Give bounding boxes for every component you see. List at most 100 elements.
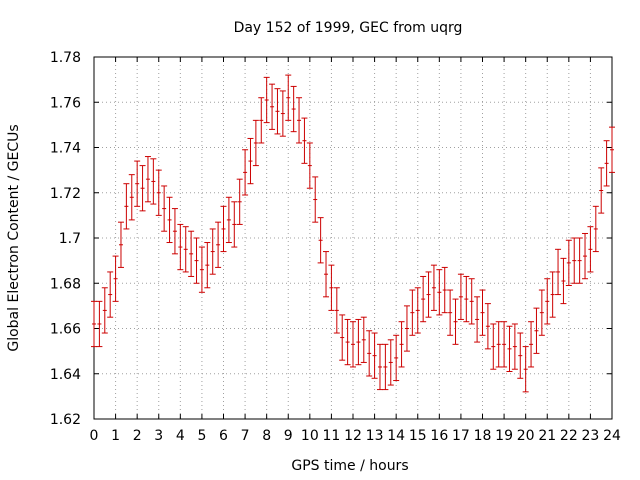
data-point-10 xyxy=(144,156,151,203)
data-point-40 xyxy=(306,142,313,189)
y-tick-label: 1.74 xyxy=(50,141,81,157)
x-tick-label: 0 xyxy=(90,428,99,444)
data-point-15 xyxy=(171,208,178,255)
data-point-21 xyxy=(204,242,211,289)
y-tick-label: 1.78 xyxy=(50,50,81,66)
x-tick-label: 23 xyxy=(582,428,600,444)
data-point-32 xyxy=(263,76,270,124)
y-axis-label: Global Electron Content / GECUs xyxy=(6,124,22,351)
data-point-66 xyxy=(447,289,454,336)
x-tick-label: 12 xyxy=(344,428,362,444)
data-point-12 xyxy=(155,169,162,216)
data-point-83 xyxy=(538,289,545,336)
data-point-78 xyxy=(511,323,518,370)
data-point-29 xyxy=(247,137,254,185)
data-point-13 xyxy=(161,185,168,232)
x-tick-label: 8 xyxy=(262,428,271,444)
data-point-5 xyxy=(117,221,124,268)
data-point-70 xyxy=(468,278,475,325)
data-point-30 xyxy=(252,119,259,167)
x-tick-label: 19 xyxy=(495,428,513,444)
y-tick-label: 1.62 xyxy=(50,412,81,428)
data-point-88 xyxy=(565,239,572,287)
data-point-73 xyxy=(484,303,491,350)
data-point-81 xyxy=(528,321,535,368)
data-point-34 xyxy=(274,88,281,135)
x-tick-label: 7 xyxy=(241,428,250,444)
data-point-60 xyxy=(414,287,421,334)
data-point-89 xyxy=(571,237,578,284)
y-tick-labels: 1.62 1.64 1.66 1.68 1.7 1.72 1.74 1.76 1.78 xyxy=(50,50,81,428)
error-bars xyxy=(91,74,615,393)
data-point-16 xyxy=(177,223,184,271)
data-point-61 xyxy=(420,275,427,323)
data-point-28 xyxy=(242,149,249,196)
data-point-77 xyxy=(506,325,513,372)
x-tick-label: 21 xyxy=(538,428,556,444)
data-point-46 xyxy=(339,314,346,361)
data-point-50 xyxy=(360,316,367,363)
data-point-17 xyxy=(182,226,189,273)
x-tick-label: 10 xyxy=(301,428,319,444)
y-tick-label: 1.72 xyxy=(50,186,81,202)
x-tick-label: 6 xyxy=(219,428,228,444)
y-tick-label: 1.66 xyxy=(50,322,81,338)
data-point-62 xyxy=(425,271,432,318)
data-point-80 xyxy=(522,346,529,393)
data-point-24 xyxy=(220,205,227,253)
x-tick-label: 15 xyxy=(409,428,427,444)
data-point-74 xyxy=(490,323,497,370)
x-tick-labels: 0 1 2 3 4 5 6 7 8 9 10 11 12 13 14 15 16 17 18 19 20 21 22 23 24 xyxy=(90,428,621,444)
x-tick-label: 13 xyxy=(366,428,384,444)
data-point-55 xyxy=(387,339,394,386)
data-point-37 xyxy=(290,85,297,133)
x-tick-label: 3 xyxy=(154,428,163,444)
x-tick-label: 20 xyxy=(517,428,535,444)
x-tick-label: 22 xyxy=(560,428,578,444)
x-tick-label: 24 xyxy=(603,428,621,444)
data-point-75 xyxy=(495,321,502,368)
data-point-91 xyxy=(582,232,589,280)
data-point-6 xyxy=(123,183,130,230)
data-point-82 xyxy=(533,307,540,354)
x-tick-label: 18 xyxy=(474,428,492,444)
data-point-3 xyxy=(107,271,114,318)
data-point-18 xyxy=(188,230,195,277)
data-point-95 xyxy=(603,140,610,187)
data-point-90 xyxy=(576,237,583,284)
data-point-53 xyxy=(376,343,383,391)
y-tick-label: 1.76 xyxy=(50,95,81,111)
x-tick-label: 4 xyxy=(176,428,185,444)
data-point-25 xyxy=(225,196,232,244)
x-tick-label: 17 xyxy=(452,428,470,444)
data-point-35 xyxy=(279,90,286,137)
data-point-8 xyxy=(134,160,141,207)
data-point-69 xyxy=(463,275,470,323)
data-point-33 xyxy=(269,83,276,130)
data-point-0 xyxy=(91,300,97,348)
x-tick-label: 2 xyxy=(133,428,142,444)
data-point-96 xyxy=(609,126,615,173)
data-point-9 xyxy=(139,165,146,212)
data-point-94 xyxy=(598,167,605,214)
data-point-86 xyxy=(555,248,562,296)
data-point-71 xyxy=(474,296,481,343)
axis-ticks xyxy=(93,56,613,420)
x-tick-label: 11 xyxy=(323,428,341,444)
data-point-51 xyxy=(366,330,373,377)
data-point-4 xyxy=(112,255,119,302)
data-point-52 xyxy=(371,332,378,379)
chart-title: Day 152 of 1999, GEC from uqrg xyxy=(234,20,463,36)
y-tick-label: 1.68 xyxy=(50,276,81,292)
data-point-93 xyxy=(592,205,599,253)
data-point-14 xyxy=(166,196,173,244)
x-tick-label: 1 xyxy=(111,428,120,444)
data-point-27 xyxy=(236,178,243,225)
data-point-76 xyxy=(501,321,508,368)
data-point-39 xyxy=(301,117,308,164)
data-point-68 xyxy=(457,273,464,320)
data-point-22 xyxy=(209,228,216,275)
data-point-58 xyxy=(403,305,410,352)
data-point-43 xyxy=(323,251,330,298)
